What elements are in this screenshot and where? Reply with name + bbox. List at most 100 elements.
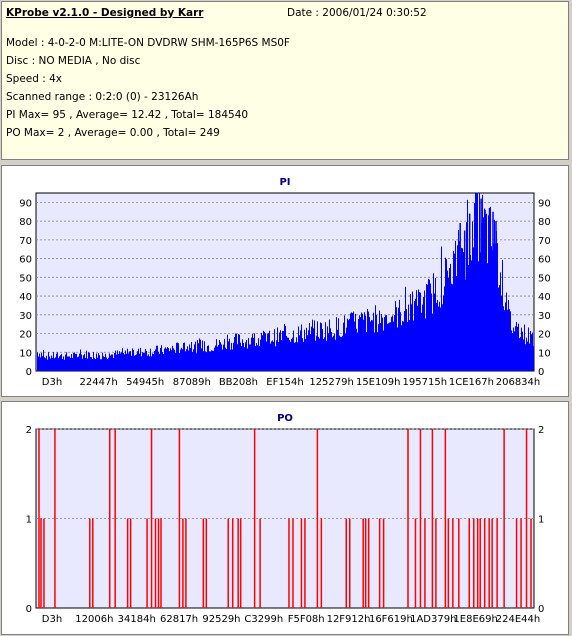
pi-bar	[299, 335, 300, 371]
pi-bar	[435, 277, 436, 371]
pi-bar	[418, 289, 419, 371]
pi-bar	[116, 354, 117, 371]
pi-bar	[202, 340, 203, 371]
pi-bar	[343, 322, 344, 371]
pi-bar	[142, 352, 143, 371]
pi-bar	[379, 310, 380, 371]
pi-bar	[293, 330, 294, 371]
pi-bar	[431, 293, 432, 371]
pi-bar	[523, 339, 524, 371]
pi-peak-bar	[480, 198, 482, 371]
pi-bar	[70, 357, 71, 371]
pi-bar	[338, 318, 339, 371]
pi-bar	[113, 358, 114, 371]
pi-summary-line: PI Max= 95 , Average= 12.42 , Total= 184…	[6, 109, 249, 121]
pi-bar	[453, 250, 454, 371]
pi-bar	[508, 299, 509, 371]
pi-bar	[164, 348, 165, 371]
pi-chart-panel: PI 0 0 10 10 20 20 30 30 40 40 50 50 60 60 70 70 80 80 90 90…	[1, 165, 569, 397]
pi-bar	[156, 345, 157, 371]
y-tick-label-right: 0	[538, 367, 544, 378]
pi-bar	[246, 339, 247, 371]
pi-bar	[86, 350, 87, 371]
pi-bar	[447, 270, 448, 371]
pi-bar	[197, 340, 198, 371]
pi-bar	[226, 349, 227, 371]
pi-bar	[377, 332, 378, 371]
pi-peak-bar	[475, 193, 478, 371]
pi-bar	[512, 333, 513, 371]
y-tick-label-left: 1	[26, 515, 32, 526]
pi-bar	[138, 348, 139, 371]
pi-bar	[194, 344, 195, 371]
pi-bar	[432, 313, 433, 371]
pi-bar	[324, 337, 325, 371]
pi-bar	[491, 246, 492, 371]
pi-bar	[302, 338, 303, 371]
pi-bar	[231, 342, 232, 371]
pi-bar	[165, 347, 166, 371]
pi-bar	[214, 347, 215, 371]
pi-bar	[50, 358, 51, 371]
pi-bar	[190, 347, 191, 371]
pi-bar	[341, 337, 342, 371]
pi-bar	[501, 295, 502, 371]
pi-bar	[110, 355, 111, 371]
pi-bar	[472, 221, 473, 371]
pi-bar	[295, 342, 296, 371]
pi-bar	[346, 327, 347, 371]
pi-bar	[203, 351, 204, 371]
pi-bar	[268, 333, 269, 371]
pi-bar	[240, 342, 241, 371]
pi-bar	[157, 345, 158, 371]
x-tick-label: F5F08h	[288, 614, 325, 625]
pi-bar	[323, 338, 324, 371]
pi-bar	[89, 352, 90, 371]
pi-bar	[90, 356, 91, 371]
pi-bar	[419, 292, 420, 371]
pi-bar	[210, 351, 211, 371]
pi-bar	[239, 334, 240, 371]
pi-bar	[143, 352, 144, 371]
pi-bar	[433, 273, 434, 371]
pi-bar	[440, 307, 441, 371]
pi-bar	[353, 311, 354, 371]
pi-bar	[437, 299, 438, 371]
pi-bar	[249, 344, 250, 371]
pi-bar	[69, 356, 70, 371]
pi-bar	[169, 351, 170, 371]
pi-bar	[279, 332, 280, 371]
y-tick-label-right: 70	[538, 236, 551, 247]
pi-bar	[261, 332, 262, 371]
pi-bar	[359, 315, 360, 371]
pi-bar	[441, 246, 442, 371]
pi-bar	[525, 344, 526, 371]
pi-bar	[310, 333, 311, 371]
pi-bar	[65, 354, 66, 371]
pi-peak-bar	[488, 207, 491, 371]
pi-bar	[277, 327, 278, 371]
pi-bar	[271, 341, 272, 371]
pi-bar	[235, 333, 236, 371]
pi-bar	[251, 337, 252, 371]
pi-bar	[167, 347, 168, 371]
pi-bar	[196, 353, 197, 371]
pi-bar	[188, 350, 189, 371]
pi-bar	[101, 359, 102, 371]
y-tick-label-left: 50	[19, 273, 32, 284]
pi-bar	[267, 333, 268, 371]
x-tick-label: 224E44h	[496, 614, 540, 625]
pi-bar	[347, 318, 348, 371]
pi-bar	[352, 313, 353, 371]
pi-bar	[59, 356, 60, 371]
pi-bar	[444, 286, 445, 371]
pi-bar	[111, 354, 112, 371]
pi-bar	[260, 339, 261, 371]
pi-bar	[371, 320, 372, 371]
pi-bar	[376, 314, 377, 371]
pi-bar	[176, 342, 177, 371]
pi-bar	[383, 330, 384, 371]
pi-bar	[87, 358, 88, 371]
pi-bar	[189, 344, 190, 371]
pi-bar	[517, 326, 518, 371]
